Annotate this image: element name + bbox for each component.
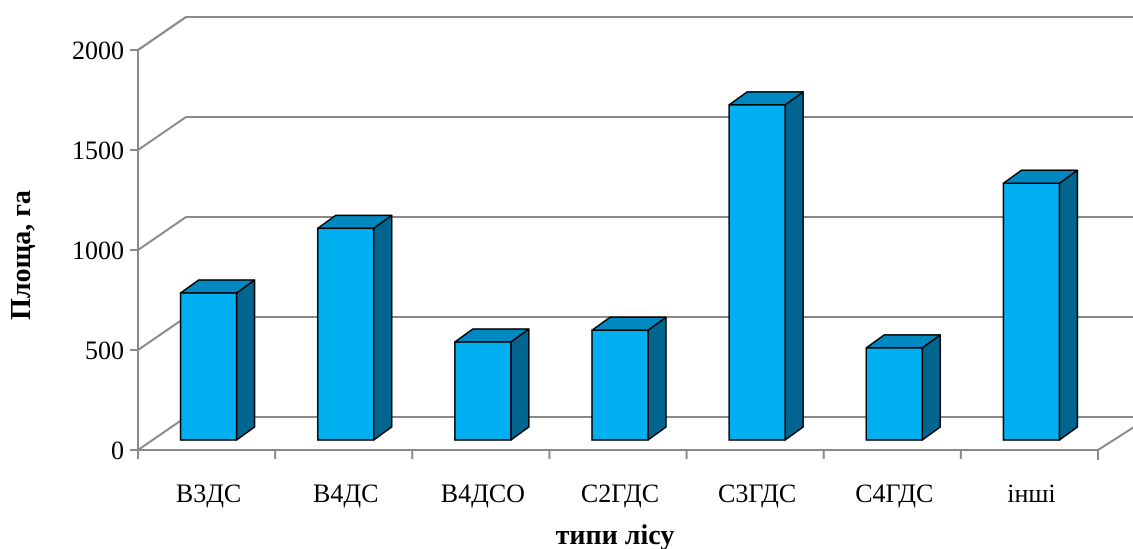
bar — [179, 279, 256, 441]
bar-front — [454, 341, 512, 441]
y-tick-label: 1500 — [72, 136, 124, 165]
bar — [865, 334, 942, 441]
bar-front — [316, 227, 375, 441]
bar-front — [728, 104, 786, 441]
bar — [728, 91, 804, 441]
bar-front — [179, 292, 238, 441]
x-tick-label: інші — [1007, 479, 1055, 508]
y-tick-label: 0 — [111, 436, 124, 465]
bar-front — [591, 329, 649, 441]
y-tick-label: 500 — [85, 336, 124, 365]
bar-side — [1058, 169, 1079, 441]
x-axis-title: типи лісу — [556, 520, 675, 549]
y-axis-title: Площа, га — [6, 190, 37, 320]
bar-side — [372, 214, 393, 441]
bar-front — [1002, 182, 1061, 441]
gridline — [137, 116, 1133, 151]
x-tick-label: B3ДC — [176, 479, 241, 508]
x-tick-label: C4ГДC — [855, 479, 933, 508]
x-tick-label: B4ДCO — [441, 479, 525, 508]
bar — [1002, 169, 1079, 441]
bars — [179, 91, 1079, 441]
bar-side — [235, 279, 256, 441]
y-tick-label: 1000 — [72, 236, 124, 265]
bar-side — [510, 328, 530, 441]
bar-side — [921, 334, 942, 441]
bar — [591, 316, 667, 441]
bar-side — [647, 316, 667, 441]
bar — [454, 328, 530, 441]
y-tick-label: 2000 — [72, 36, 124, 65]
x-tick-label: B4ДC — [313, 479, 378, 508]
x-axis-ticks: B3ДC B4ДC B4ДCO C2ГДC C3ГДC C4ГДC інші — [137, 449, 1098, 508]
gridline — [137, 216, 1133, 251]
x-tick-label: C2ГДC — [581, 479, 659, 508]
y-axis-ticks: 0 500 1000 1500 2000 — [72, 36, 139, 465]
gridline — [137, 16, 1133, 51]
bar-side — [784, 91, 804, 441]
bar — [316, 214, 393, 441]
bar-front — [865, 347, 924, 441]
x-tick-label: C3ГДC — [718, 479, 796, 508]
